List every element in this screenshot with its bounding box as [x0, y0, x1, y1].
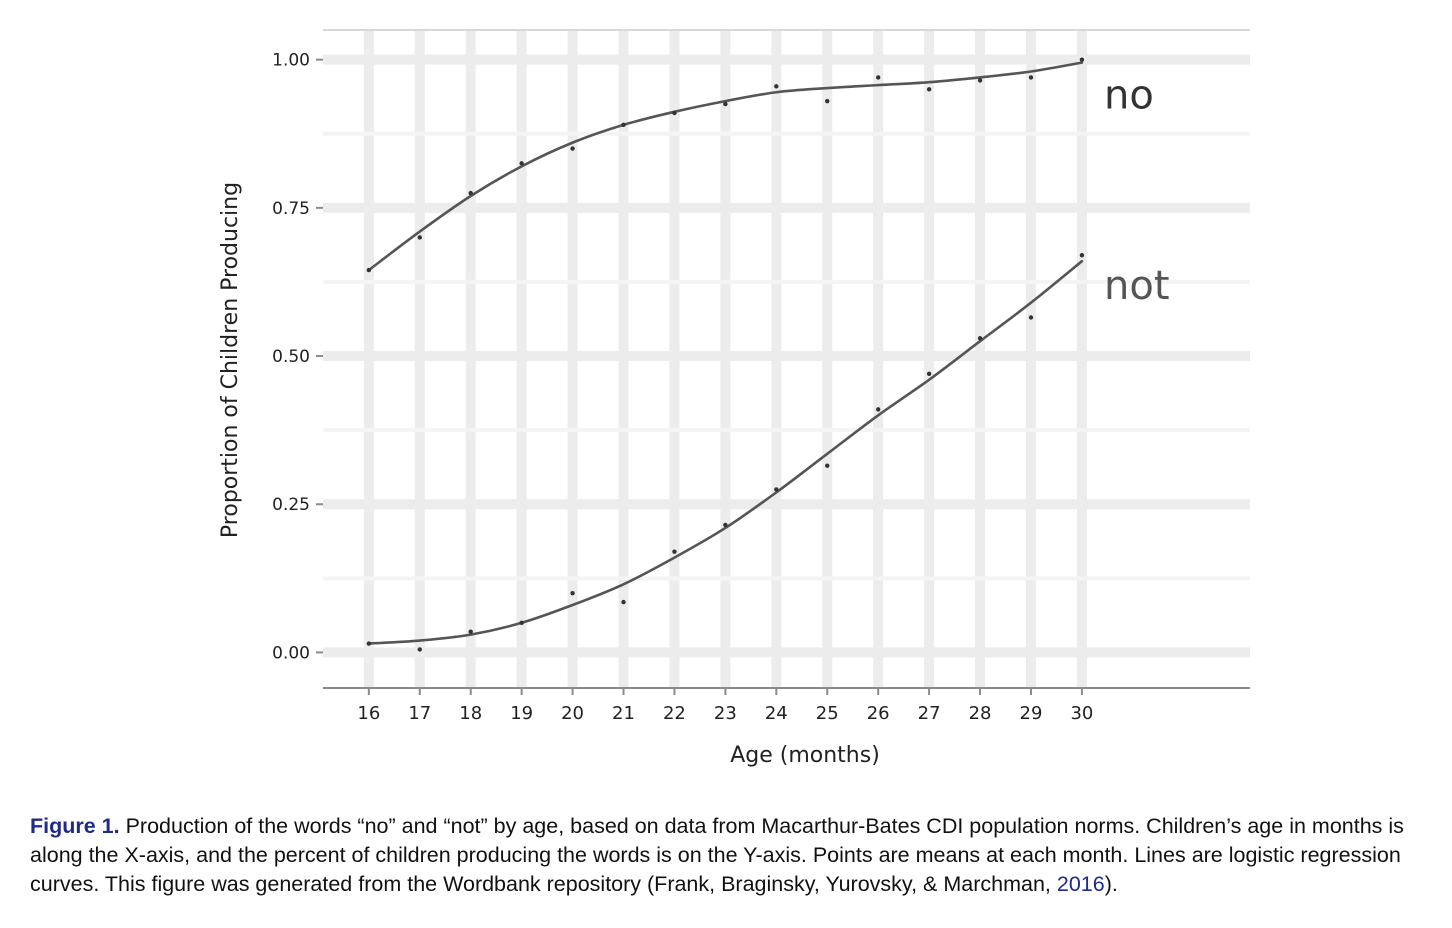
x-tick-label: 26: [867, 703, 890, 724]
x-tick-label: 29: [1020, 703, 1043, 724]
x-axis-ticks: 16 17 18 19 20 21 22 23 24 25 26 27 28 29 30: [357, 688, 1093, 724]
x-tick-label: 30: [1070, 703, 1093, 724]
point-not: [825, 463, 830, 468]
curve-no: [367, 61, 1084, 272]
point-not: [519, 620, 524, 625]
x-tick-label: 24: [765, 703, 788, 724]
series-label-not: not: [1104, 263, 1170, 309]
point-not: [621, 599, 626, 605]
y-tick-label: 0.25: [272, 495, 310, 515]
y-tick-label: 0.00: [272, 643, 310, 663]
point-no: [417, 235, 422, 240]
caption-label: Figure 1.: [30, 814, 120, 838]
point-not: [366, 641, 372, 646]
point-no: [570, 146, 575, 151]
y-tick-label: 0.75: [272, 199, 310, 219]
point-not: [977, 336, 983, 341]
point-no: [519, 161, 524, 166]
x-tick-label: 27: [918, 703, 941, 724]
x-tick-label: 20: [561, 703, 584, 724]
point-not: [723, 522, 728, 528]
x-tick-label: 22: [663, 703, 686, 724]
y-tick-label: 1.00: [272, 51, 310, 71]
series-label-no: no: [1104, 73, 1154, 119]
point-not: [774, 487, 779, 492]
series-labels: no not: [1104, 73, 1170, 310]
curve-not: [367, 259, 1084, 645]
point-no: [825, 98, 830, 104]
x-tick-label: 19: [510, 703, 533, 724]
point-not: [570, 590, 575, 596]
point-not: [468, 629, 473, 634]
x-tick-label: 16: [357, 703, 380, 724]
point-no: [723, 101, 728, 107]
point-no: [366, 267, 372, 273]
y-tick-label: 0.50: [272, 347, 310, 367]
point-no: [468, 190, 473, 196]
caption-text: Production of the words “no” and “not” b…: [30, 814, 1404, 896]
point-not: [1028, 315, 1034, 320]
caption-year-link[interactable]: 2016: [1056, 872, 1105, 896]
point-no: [621, 122, 626, 128]
chart: 0.00 0.25 0.50 0.75 1.00 16 17 18 19 20 21 22 23 24 2…: [218, 29, 1250, 768]
point-not: [672, 549, 677, 554]
x-tick-label: 21: [612, 703, 635, 724]
x-tick-label: 28: [969, 703, 992, 724]
x-axis-title: Age (months): [730, 743, 880, 768]
figure-caption: Figure 1. Production of the words “no” a…: [30, 812, 1435, 899]
point-no: [875, 75, 881, 80]
point-no: [1079, 57, 1085, 62]
x-tick-label: 25: [816, 703, 839, 724]
point-no: [774, 84, 779, 89]
x-tick-label: 18: [459, 703, 482, 724]
point-not: [926, 371, 932, 377]
point-not: [1079, 253, 1085, 258]
mean-points: [366, 57, 1085, 652]
y-axis-ticks: 0.00 0.25 0.50 0.75 1.00: [272, 51, 323, 663]
point-no: [926, 87, 932, 92]
y-gridlines: [323, 54, 1250, 658]
point-no: [672, 110, 677, 116]
caption-tail: ).: [1104, 872, 1118, 896]
regression-curves: [367, 61, 1084, 645]
point-not: [417, 647, 422, 652]
point-no: [1028, 75, 1034, 80]
point-no: [977, 78, 983, 83]
point-not: [875, 407, 881, 412]
x-tick-label: 17: [408, 703, 431, 724]
x-tick-label: 23: [714, 703, 737, 724]
y-axis-title: Proportion of Children Producing: [218, 182, 243, 538]
